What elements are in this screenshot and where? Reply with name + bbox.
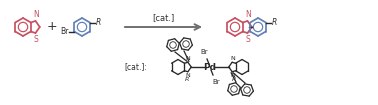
Text: Br: Br: [60, 27, 68, 36]
Text: R: R: [272, 18, 277, 27]
Text: [cat.]:: [cat.]:: [124, 62, 147, 72]
Text: N: N: [185, 73, 190, 78]
Text: R: R: [232, 77, 236, 82]
Text: N: N: [230, 73, 235, 78]
Text: Pd: Pd: [203, 62, 217, 72]
Text: N: N: [33, 10, 39, 19]
Text: R: R: [96, 18, 101, 27]
Text: N: N: [245, 10, 251, 19]
Text: N: N: [185, 56, 190, 61]
Text: S: S: [246, 35, 250, 44]
Text: +: +: [47, 20, 57, 33]
Text: N: N: [230, 56, 235, 61]
Text: Br: Br: [212, 79, 220, 85]
Text: [cat.]: [cat.]: [152, 13, 175, 22]
Text: S: S: [34, 35, 39, 44]
Text: R: R: [185, 77, 189, 82]
Text: Br: Br: [200, 49, 208, 55]
